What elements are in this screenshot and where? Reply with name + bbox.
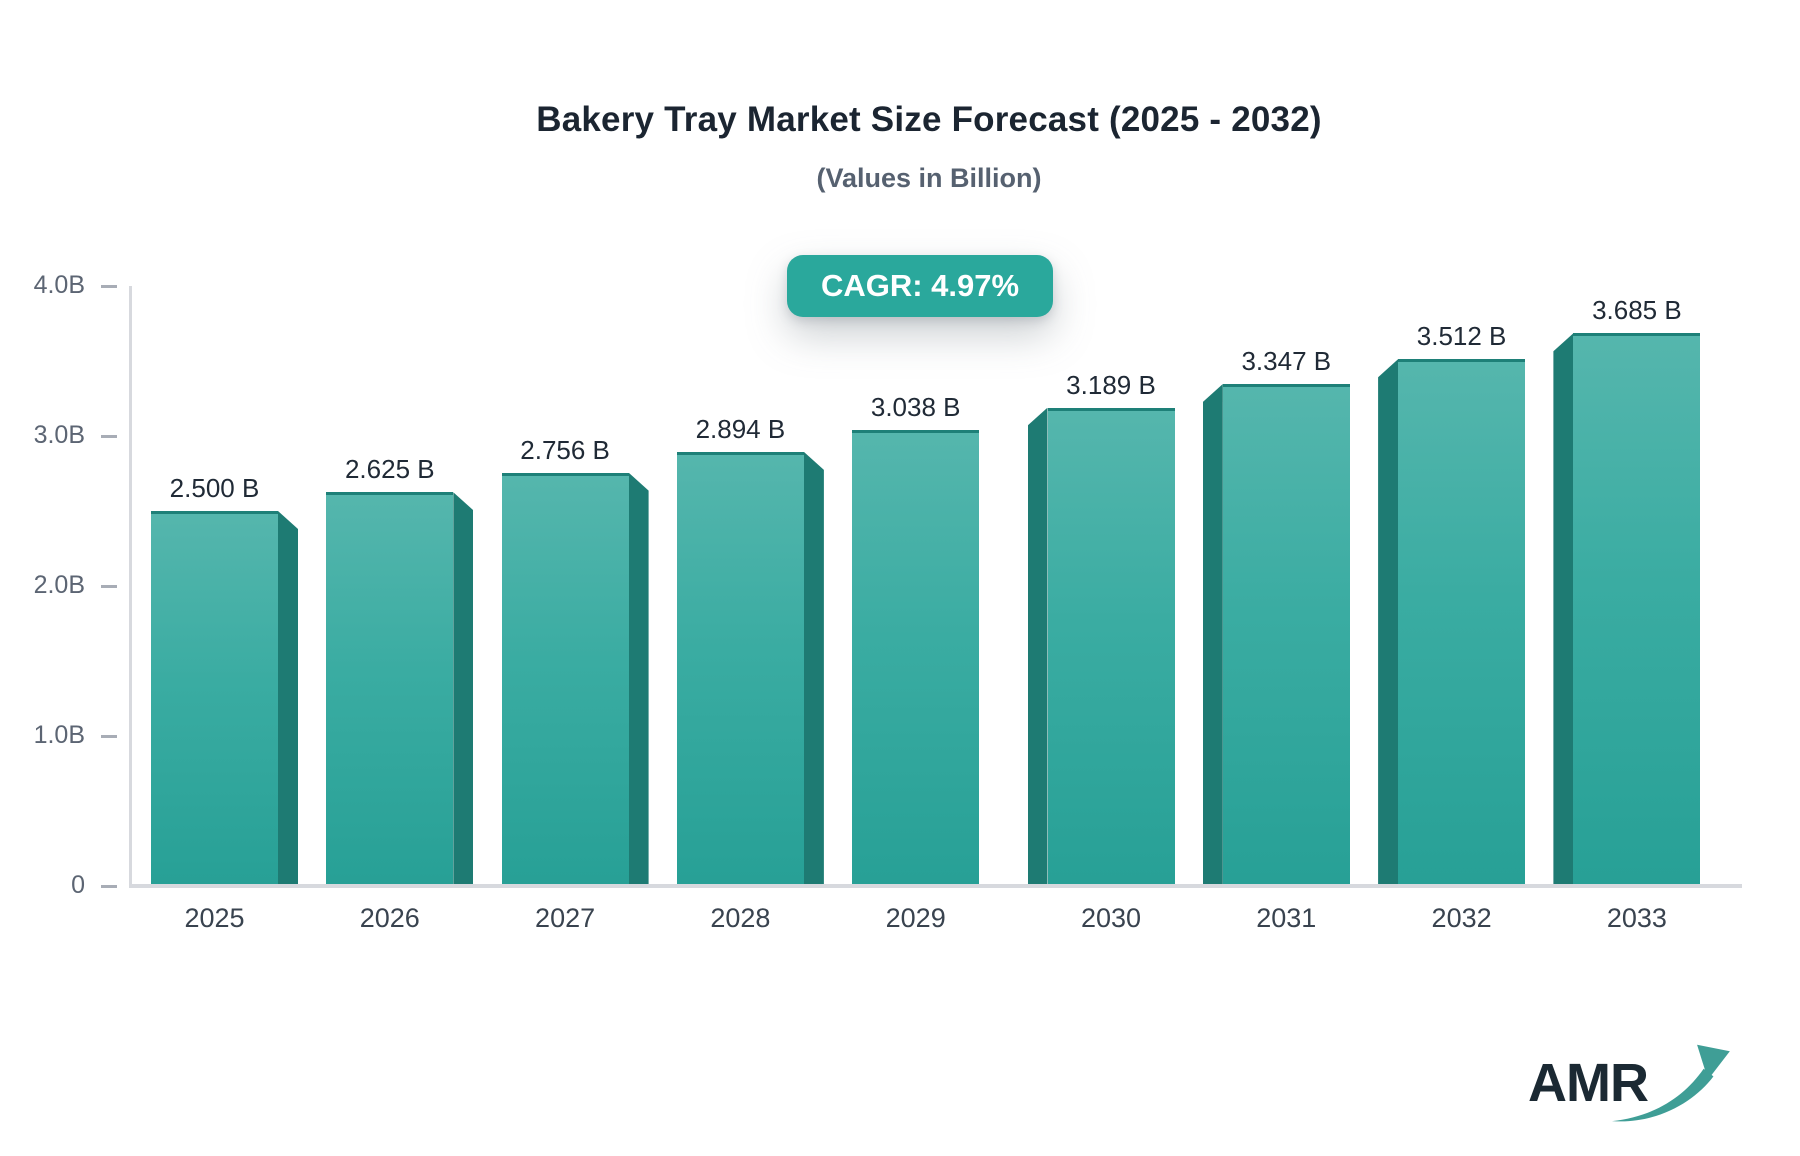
bar-2027 [501, 472, 629, 886]
chart-title: Bakery Tray Market Size Forecast (2025 -… [536, 100, 1322, 139]
cagr-badge-label: CAGR: 4.97% [820, 268, 1020, 303]
bar-2033 [1573, 333, 1701, 886]
y-tick-mark [101, 285, 117, 288]
y-tick-mark [101, 885, 117, 888]
x-axis-label-2032: 2032 [1431, 903, 1492, 933]
bar-side-face-2032 [1378, 359, 1399, 886]
y-tick-label: 2.0B [33, 571, 85, 599]
bar-side-face-2031 [1202, 383, 1223, 886]
y-tick-label: 4.0B [33, 271, 85, 299]
y-tick-mark [101, 585, 117, 588]
x-axis-label-2025: 2025 [184, 903, 245, 933]
x-axis-label-2029: 2029 [885, 903, 946, 933]
bar-2025 [151, 511, 278, 886]
bar-value-label: 3.189 B [1066, 369, 1156, 400]
logo-text: AMR [1528, 1053, 1649, 1113]
x-axis-label-2027: 2027 [535, 903, 596, 933]
x-axis-label-2026: 2026 [359, 903, 420, 933]
bar-value-label: 3.685 B [1592, 295, 1682, 326]
bar-2028 [676, 451, 804, 886]
bar-side-face-2030 [1027, 407, 1048, 886]
bar-2029 [852, 430, 980, 886]
chart-subtitle: (Values in Billion) [816, 163, 1042, 193]
bar-2030 [1047, 407, 1175, 886]
bar-value-label: 2.756 B [520, 434, 610, 465]
x-axis-label-2028: 2028 [710, 903, 771, 933]
y-tick-label: 3.0B [33, 421, 85, 449]
bar-side-face-2027 [628, 472, 649, 886]
y-axis-line [129, 286, 132, 886]
bar-value-label: 2.894 B [695, 413, 786, 444]
x-axis-label-2033: 2033 [1606, 903, 1667, 933]
bar-value-label: 2.625 B [344, 454, 435, 485]
cagr-badge: CAGR: 4.97% [787, 255, 1053, 317]
bar-side-face-2026 [453, 492, 474, 886]
y-tick-mark [101, 735, 117, 738]
y-tick-label: 1.0B [33, 721, 85, 749]
growth-arrow-icon [1612, 1044, 1730, 1122]
bar-2032 [1398, 359, 1526, 886]
bar-value-label: 3.347 B [1241, 345, 1332, 376]
bar-2031 [1222, 383, 1350, 886]
bar-2026 [326, 492, 454, 886]
y-tick-mark [101, 435, 117, 438]
x-axis-baseline [129, 884, 1742, 888]
x-axis-label-2031: 2031 [1256, 903, 1317, 933]
amr-logo: AMR [1528, 1040, 1738, 1135]
bar-side-face-2033 [1553, 333, 1574, 886]
bar-value-label: 3.038 B [870, 392, 961, 423]
x-axis-label-2030: 2030 [1080, 903, 1142, 933]
y-tick-label: 0 [71, 871, 85, 899]
bar-value-label: 2.500 B [169, 473, 260, 503]
bar-side-face-2025 [278, 511, 298, 886]
bar-side-face-2028 [803, 451, 824, 886]
bar-value-label: 3.512 B [1416, 321, 1507, 352]
